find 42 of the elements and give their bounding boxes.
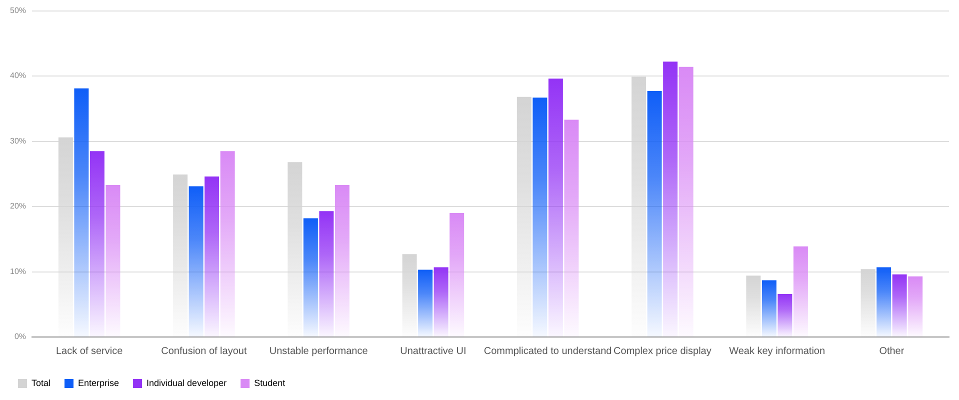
bar [418,270,433,336]
x-tick-label: Other [879,346,905,357]
bar [434,267,448,336]
bar [106,184,120,336]
y-tick-label: 0% [14,332,26,342]
y-tick-label: 20% [10,202,26,211]
legend-label: Individual developer [146,378,227,388]
bar [74,88,89,336]
legend-label: Total [32,378,51,388]
y-tick-label: 50% [10,6,26,16]
bar [188,186,204,336]
bar [663,62,678,336]
y-tick-label: 40% [10,71,26,80]
bar [762,280,776,336]
bar [319,211,334,336]
bar [564,120,579,336]
bar [778,294,792,336]
bar [532,98,548,336]
legend-label: Student [254,378,286,388]
x-tick-label: Commplicated to understand [484,346,612,357]
bar [450,213,464,336]
bar [908,276,923,336]
bar [876,267,892,336]
bar [303,218,318,336]
x-tick-label: Weak key information [729,346,826,357]
bar [204,176,220,336]
bar [678,66,694,336]
bar [892,274,907,336]
bar [334,184,350,336]
bar [793,246,808,336]
y-tick-label: 10% [10,266,26,276]
x-tick-label: Unattractive UI [400,346,466,357]
bar [647,91,662,336]
x-tick-label: Lack of service [56,346,124,357]
y-tick-label: 30% [10,136,26,146]
legend-label: Enterprise [78,378,120,388]
bar [90,151,104,336]
x-tick-label: Complex price display [614,346,712,357]
bar [548,78,563,336]
x-tick-label: Confusion of layout [161,346,247,357]
bar [220,151,235,336]
x-tick-label: Unstable performance [269,346,368,357]
